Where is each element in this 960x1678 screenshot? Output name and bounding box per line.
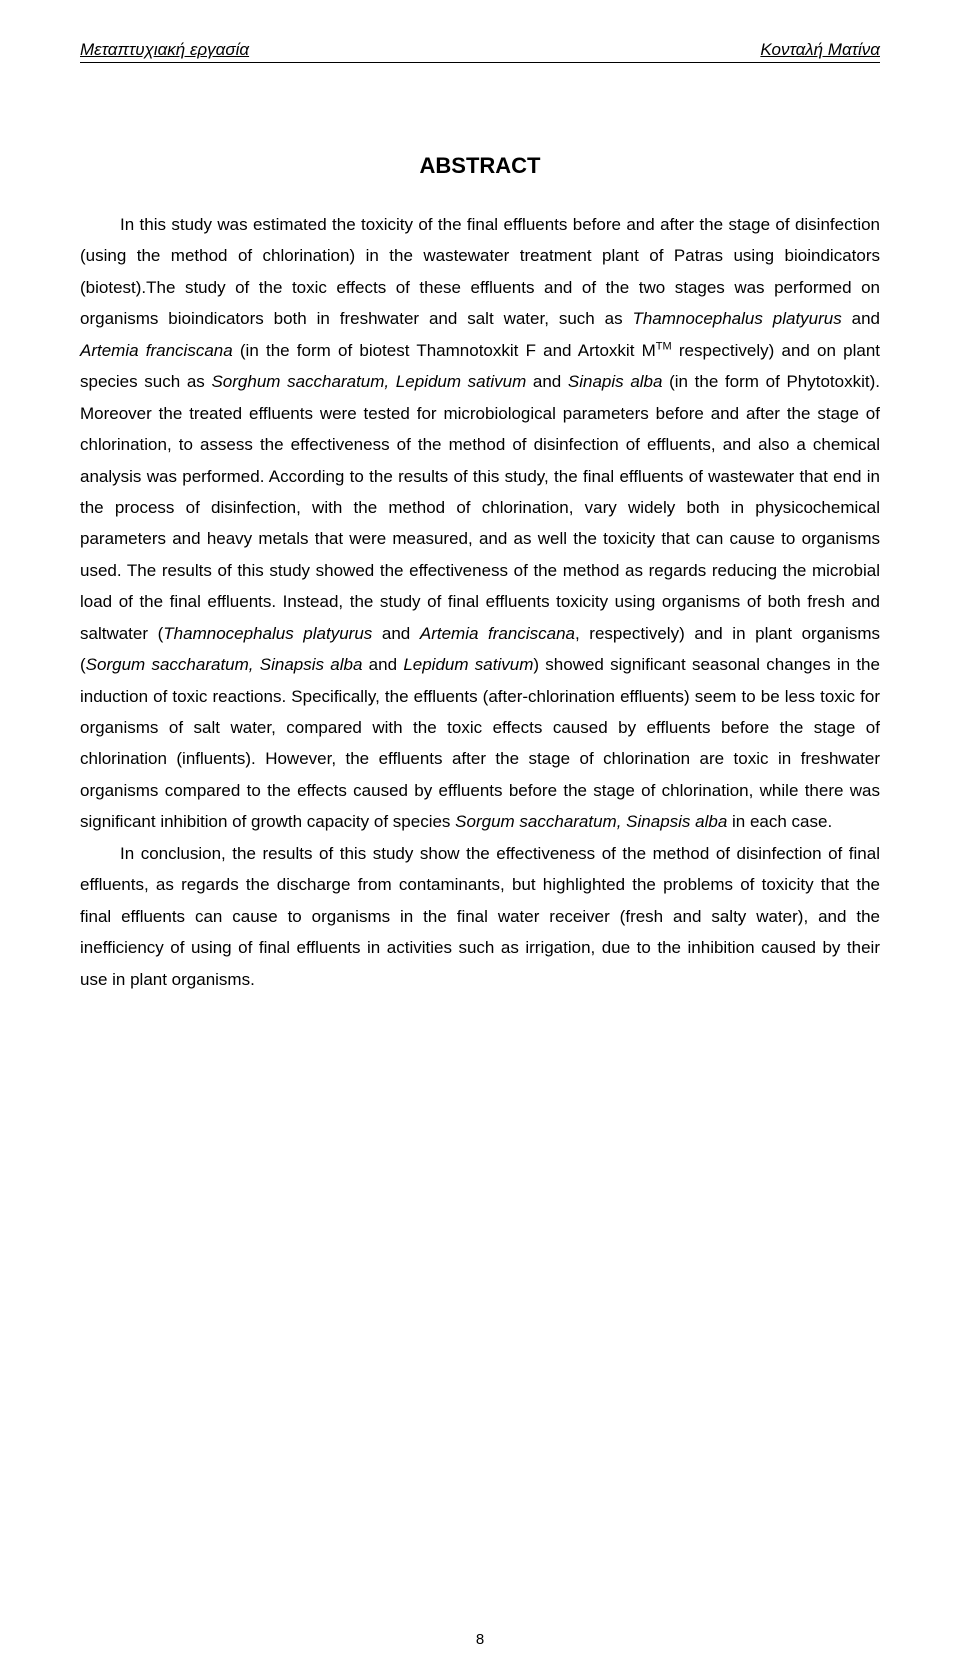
p1-species-1: Thamnocephalus platyurus: [632, 309, 841, 328]
p1-text-g: and: [372, 624, 420, 643]
p1-species-9: Sorgum saccharatum, Sinapsis alba: [455, 812, 727, 831]
paragraph-2: In conclusion, the results of this study…: [80, 838, 880, 995]
p1-trademark: TM: [656, 340, 672, 352]
p1-species-5: Thamnocephalus platyurus: [163, 624, 372, 643]
header-left-text: Μεταπτυχιακή εργασία: [80, 40, 249, 60]
p1-species-8: Lepidum sativum: [403, 655, 533, 674]
p1-text-c: (in the form of biotest Thamnotoxkit F a…: [233, 341, 656, 360]
p1-text-e: and: [526, 372, 568, 391]
p1-species-6: Artemia franciscana: [420, 624, 575, 643]
p1-text-f: (in the form of Phytotoxkit). Moreover t…: [80, 372, 880, 643]
page-container: Μεταπτυχιακή εργασία Κονταλή Ματίνα ABST…: [0, 0, 960, 1678]
p1-text-k: in each case.: [727, 812, 832, 831]
abstract-title: ABSTRACT: [80, 153, 880, 179]
paragraph-1: In this study was estimated the toxicity…: [80, 209, 880, 838]
abstract-body: In this study was estimated the toxicity…: [80, 209, 880, 995]
p1-species-4: Sinapis alba: [568, 372, 663, 391]
page-number: 8: [476, 1631, 484, 1648]
page-header: Μεταπτυχιακή εργασία Κονταλή Ματίνα: [80, 40, 880, 63]
p1-species-2: Artemia franciscana: [80, 341, 233, 360]
p1-text-i: and: [362, 655, 403, 674]
p1-species-3: Sorghum saccharatum, Lepidum sativum: [211, 372, 526, 391]
p1-text-b: and: [842, 309, 880, 328]
p1-species-7: Sorgum saccharatum, Sinapsis alba: [86, 655, 363, 674]
p2-text: In conclusion, the results of this study…: [80, 844, 880, 989]
p1-text-j: ) showed significant seasonal changes in…: [80, 655, 880, 831]
header-right-text: Κονταλή Ματίνα: [760, 40, 880, 60]
